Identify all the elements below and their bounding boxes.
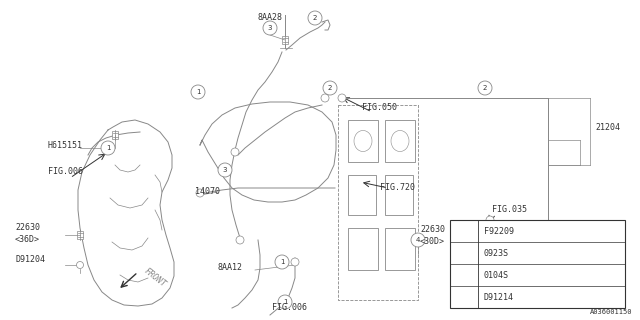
Bar [348,120,378,162]
Text: FIG.720: FIG.720 [380,183,415,193]
Circle shape [458,225,470,237]
Text: 1: 1 [280,259,284,265]
Circle shape [191,85,205,99]
Text: 2: 2 [483,85,487,91]
Circle shape [411,233,425,247]
Text: 2: 2 [462,251,466,255]
Text: 1: 1 [106,145,110,151]
Text: 22630: 22630 [15,223,40,233]
Text: 8AA28: 8AA28 [258,13,283,22]
Circle shape [338,94,346,102]
Circle shape [263,21,277,35]
Circle shape [308,11,322,25]
Circle shape [77,261,83,268]
Text: 4: 4 [462,294,466,300]
Text: A036001150: A036001150 [589,309,632,315]
Circle shape [483,225,497,239]
Text: F92209: F92209 [484,227,514,236]
Text: H615151: H615151 [48,140,83,149]
Text: D91214: D91214 [484,292,514,301]
Text: 3: 3 [268,25,272,31]
Text: 14070: 14070 [195,188,220,196]
Text: <36D>: <36D> [15,236,40,244]
Bar [385,175,413,215]
Circle shape [278,295,292,309]
Bar [77,231,83,239]
Circle shape [458,269,470,281]
Circle shape [291,258,299,266]
Text: 2: 2 [313,15,317,21]
Circle shape [486,221,494,229]
Circle shape [478,81,492,95]
Text: 2: 2 [328,85,332,91]
Text: FIG.035: FIG.035 [492,205,527,214]
Text: FIG.050: FIG.050 [362,103,397,113]
Circle shape [218,163,232,177]
Text: 21204: 21204 [595,124,620,132]
Bar [385,228,415,270]
Circle shape [196,189,204,197]
Bar [348,228,378,270]
Circle shape [236,236,244,244]
Bar [112,131,118,139]
Text: 3: 3 [223,167,227,173]
Circle shape [486,216,494,224]
Bar [450,220,625,308]
Circle shape [458,247,470,259]
Text: FRONT: FRONT [142,267,167,289]
Text: D91204: D91204 [15,255,45,265]
Text: FIG.006: FIG.006 [272,303,307,313]
Text: 8AA12: 8AA12 [218,263,243,273]
Bar [385,120,415,162]
Text: 2: 2 [488,229,492,235]
Bar [282,36,288,44]
Text: FIG.006: FIG.006 [48,167,83,177]
Text: <30D>: <30D> [420,237,445,246]
Text: 4: 4 [416,237,420,243]
Text: 22630: 22630 [420,226,445,235]
Text: 1: 1 [283,299,287,305]
Text: 1: 1 [462,228,466,234]
Circle shape [458,291,470,303]
Circle shape [231,148,239,156]
Bar [348,175,376,215]
Circle shape [101,141,115,155]
Text: 1: 1 [196,89,200,95]
Text: 0923S: 0923S [484,249,509,258]
Circle shape [321,94,329,102]
Text: 0104S: 0104S [484,270,509,279]
Circle shape [275,255,289,269]
Circle shape [323,81,337,95]
Text: 3: 3 [462,273,466,277]
